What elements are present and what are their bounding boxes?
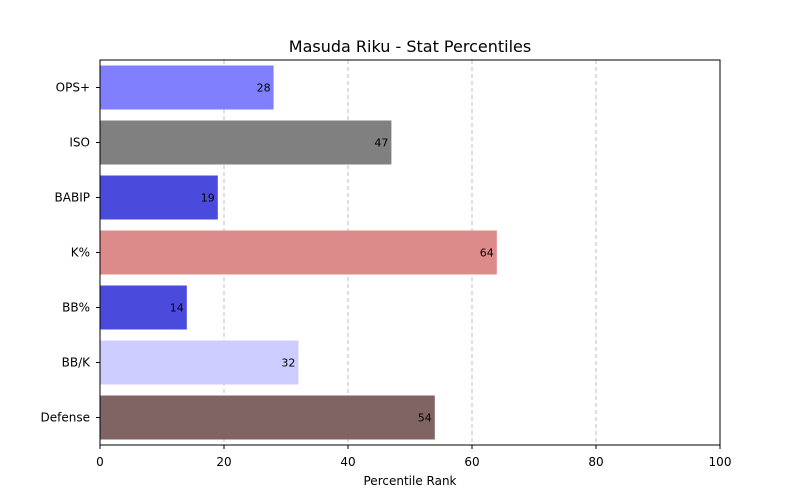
bar-OPS+ [100,65,274,110]
data-label: 47 [374,137,388,150]
chart-title: Masuda Riku - Stat Percentiles [289,37,531,56]
data-label: 32 [281,357,295,370]
bar-BB/K [100,340,299,385]
y-tick-label: BB/K [62,356,92,370]
data-label: 19 [201,192,215,205]
x-tick-label: 20 [216,455,231,469]
x-axis-label: Percentile Rank [364,474,457,488]
y-tick-label: K% [71,246,90,260]
data-label: 14 [170,302,184,315]
y-tick-label: OPS+ [56,81,90,95]
y-axis: OPS+ ISO BABIP K% BB% BB/K Defense [41,81,100,425]
data-label: 54 [418,412,432,425]
bar-Defense [100,395,435,440]
data-label: 64 [480,247,494,260]
bar-BB% [100,285,187,330]
x-tick-label: 80 [588,455,603,469]
bar-BABIP [100,175,218,220]
y-tick-label: BB% [62,301,90,315]
x-tick-label: 100 [709,455,732,469]
data-label: 28 [257,82,271,95]
bars: 28 47 19 64 14 32 54 [100,65,497,440]
x-axis: 0 20 40 60 80 100 [96,445,731,469]
y-tick-label: Defense [41,411,90,425]
x-tick-label: 0 [96,455,104,469]
x-tick-label: 40 [340,455,355,469]
x-tick-label: 60 [464,455,479,469]
y-tick-label: BABIP [55,191,90,205]
bar-K% [100,230,497,275]
bar-ISO [100,120,392,165]
y-tick-label: ISO [69,136,90,150]
